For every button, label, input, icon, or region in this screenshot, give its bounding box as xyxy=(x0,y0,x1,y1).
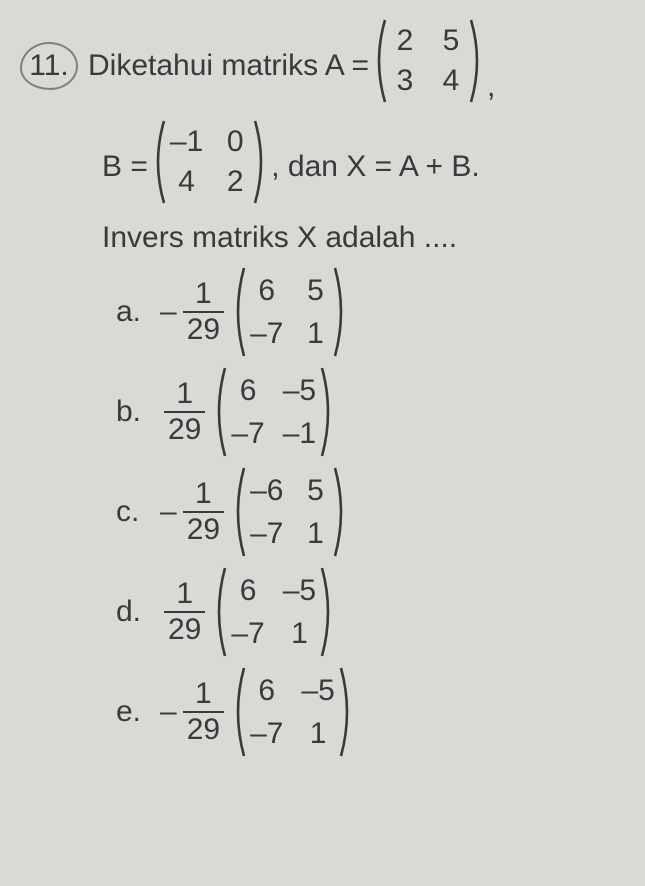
matrix-cell: –7 xyxy=(250,516,283,552)
fraction: 129 xyxy=(183,679,224,745)
option-d: d.1296–5–71 xyxy=(116,566,625,658)
matrix-cell: 1 xyxy=(283,616,316,652)
fraction-numerator: 1 xyxy=(191,479,216,511)
fraction-numerator: 1 xyxy=(191,679,216,711)
comma-after-A: , xyxy=(487,69,495,105)
matrix-cell: –5 xyxy=(283,373,316,409)
matrix-cell: –7 xyxy=(250,316,283,352)
matrix-cell: 2 xyxy=(391,23,419,59)
text-diketahui: Diketahui matriks A = xyxy=(88,48,369,84)
fraction: 129 xyxy=(183,479,224,545)
text-B-equals: B = xyxy=(102,149,148,185)
matrix-cell: 1 xyxy=(301,716,334,752)
fraction-numerator: 1 xyxy=(172,379,197,411)
fraction: 129 xyxy=(183,279,224,345)
matrix-cell: 6 xyxy=(250,273,283,309)
matrix-cell: –5 xyxy=(301,673,334,709)
option-c: c.–129–65–71 xyxy=(116,466,625,558)
option-label: d. xyxy=(116,594,160,630)
option-e: e.–1296–5–71 xyxy=(116,666,625,758)
option-label: a. xyxy=(116,294,160,330)
question-line-3: Invers matriks X adalah .... xyxy=(20,220,625,256)
matrix-cell: 3 xyxy=(391,63,419,99)
fraction: 129 xyxy=(164,379,205,445)
matrix-cell: 2 xyxy=(221,164,249,200)
matrix-cell: 4 xyxy=(170,164,203,200)
matrix-cell: 5 xyxy=(437,23,465,59)
matrix-cell: –1 xyxy=(170,124,203,160)
options: a.–12965–71b.1296–5–7–1c.–129–65–71d.129… xyxy=(20,266,625,758)
option-label: e. xyxy=(116,694,160,730)
question-line-1: 11. Diketahui matriks A = 2534 , xyxy=(20,18,625,113)
fraction: 129 xyxy=(164,579,205,645)
matrix-cell: –6 xyxy=(250,473,283,509)
matrix-cell: 0 xyxy=(221,124,249,160)
page: 11. Diketahui matriks A = 2534 , B = –10… xyxy=(0,0,645,784)
matrix-cell: –7 xyxy=(231,416,264,452)
matrix-cell: 1 xyxy=(301,516,329,552)
matrix-cell: –5 xyxy=(283,573,316,609)
matrix-cell: 5 xyxy=(301,273,329,309)
matrix-cell: 6 xyxy=(231,573,264,609)
question-line-2: B = –1 042 , dan X = A + B. xyxy=(20,119,625,214)
matrix-cell: 4 xyxy=(437,63,465,99)
fraction-denominator: 29 xyxy=(164,411,205,445)
option-label: c. xyxy=(116,494,160,530)
matrix-cell: 1 xyxy=(301,316,329,352)
negative-sign: – xyxy=(160,694,177,730)
matrix-B: –1 042 xyxy=(148,119,271,214)
hand-circle xyxy=(20,42,78,90)
negative-sign: – xyxy=(160,294,177,330)
option-b: b.1296–5–7–1 xyxy=(116,366,625,458)
option-a: a.–12965–71 xyxy=(116,266,625,358)
option-label: b. xyxy=(116,394,160,430)
matrix-cell: –7 xyxy=(231,616,264,652)
fraction-denominator: 29 xyxy=(183,711,224,745)
matrix-cell: –1 xyxy=(283,416,316,452)
fraction-numerator: 1 xyxy=(191,279,216,311)
text-dan-X: , dan X = A + B. xyxy=(271,149,480,185)
fraction-denominator: 29 xyxy=(183,311,224,345)
fraction-numerator: 1 xyxy=(172,579,197,611)
matrix-A: 2534 xyxy=(369,18,487,113)
question-number-circle: 11. xyxy=(20,42,78,90)
matrix-cell: –7 xyxy=(250,716,283,752)
matrix-cell: 6 xyxy=(250,673,283,709)
text-invers: Invers matriks X adalah .... xyxy=(102,220,457,256)
matrix-cell: 5 xyxy=(301,473,329,509)
fraction-denominator: 29 xyxy=(164,611,205,645)
matrix-cell: 6 xyxy=(231,373,264,409)
fraction-denominator: 29 xyxy=(183,511,224,545)
negative-sign: – xyxy=(160,494,177,530)
